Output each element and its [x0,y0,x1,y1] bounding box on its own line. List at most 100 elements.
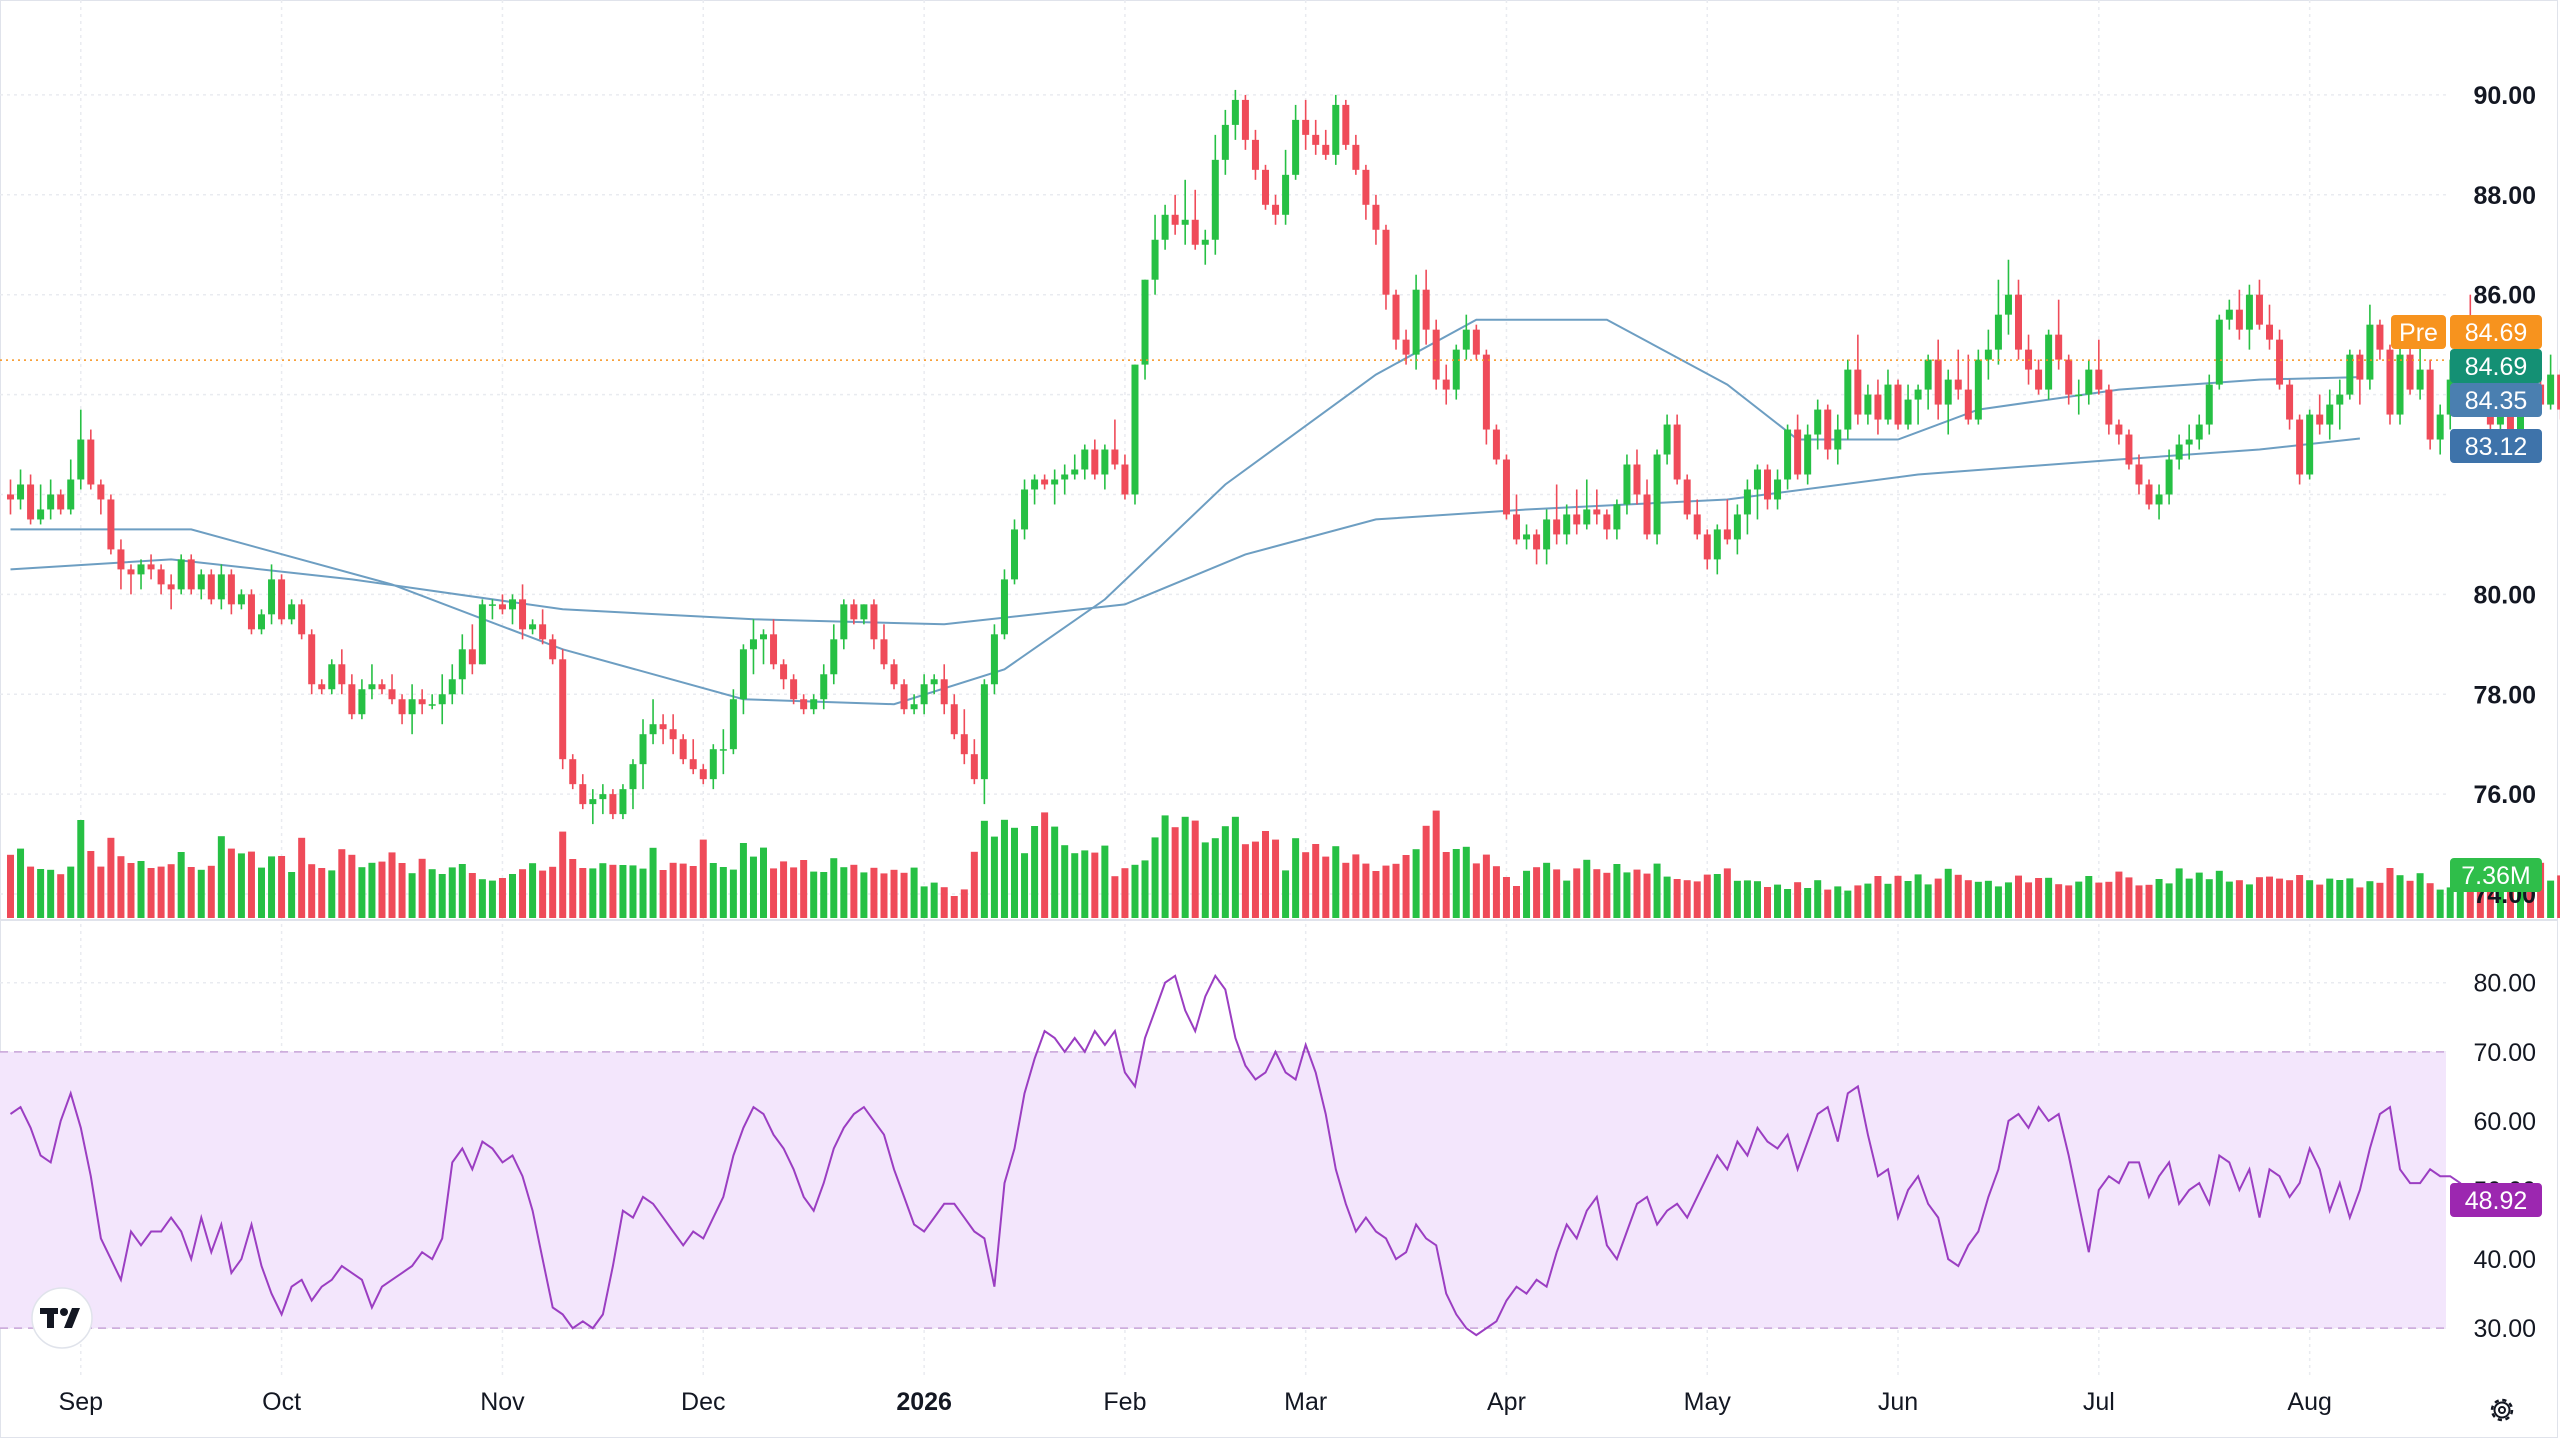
candle [318,679,326,695]
volume-bar [258,867,265,918]
candle [780,659,788,690]
time-axis[interactable]: Sep Oct Nov Dec 2026 Feb Mar Apr May Jun Jul Aug [59,1388,2332,1416]
volume-bar [1161,815,1169,918]
candle [1864,384,1872,425]
candle [408,684,416,735]
volume-bar [1392,863,1400,918]
volume-bar [278,856,286,918]
price-tick-label: 86.00 [2473,282,2536,310]
volume-bar [1834,886,1842,918]
candle [1764,464,1771,510]
price-badges: Pre 84.69 84.69 84.35 83.12 7.36M 48.92 [2391,315,2542,1217]
volume-bar [298,837,306,918]
time-tick-label: Jun [1878,1388,1918,1416]
settings-gear-icon[interactable] [2490,1398,2514,1422]
volume-bar [1703,874,1711,918]
candle-body [569,759,577,785]
volume-bar [729,869,737,918]
volume-bar [97,866,105,918]
candle [2366,304,2374,390]
candle-body [1442,379,1450,390]
time-tick-label: Sep [59,1388,103,1416]
volume-bar [2115,871,2123,918]
volume-bar [1934,878,1942,918]
volume-bar [1191,820,1199,918]
volume-bar [348,854,356,918]
volume-badge-bg [2450,858,2542,892]
volume-bar [2396,875,2404,918]
candle [1533,529,1541,565]
candle [247,589,255,635]
candle [1663,414,1671,465]
candle-body [227,574,235,605]
candle [1071,454,1079,480]
volume-bar [328,870,336,918]
candle-body [2225,309,2233,320]
candle-body [2065,359,2073,395]
candle-body [2266,324,2273,340]
candle [940,664,948,715]
candle [1553,484,1561,545]
volume-bar [870,867,878,918]
candle-body [589,799,597,805]
volume-bar [1000,819,1008,918]
candle [709,744,717,790]
volume-bar [790,867,798,918]
time-tick-label: Dec [681,1388,725,1416]
volume-bar [2496,878,2504,918]
volume-bar [579,868,587,918]
volume-bar [950,896,958,918]
volume-bar [1372,871,1380,918]
candle [990,624,998,695]
candle [498,594,506,615]
candle [117,539,125,590]
volume-bar [2557,875,2560,918]
tradingview-logo-icon[interactable] [31,1287,93,1349]
volume-bar [167,864,175,918]
candle [177,554,185,595]
volume-bar [1171,827,1179,918]
candle-body [1021,489,1029,530]
candle [1472,324,1480,360]
candle-body [1101,449,1109,475]
candle [649,699,657,745]
volume-bar [880,873,888,918]
volume-bar [177,852,185,918]
volume-bar [1031,826,1039,918]
candle-body [1834,429,1842,450]
volume-bar [2155,879,2163,918]
volume-bar [2105,881,2113,918]
volume-bar [1764,887,1771,918]
candle-body [1753,469,1761,490]
volume-bar [2215,870,2223,918]
volume-bar [1121,868,1129,918]
candle [539,609,547,645]
candle-body [2506,399,2514,440]
volume-bar [1673,879,1681,918]
candle-body [549,639,557,660]
candle [1061,464,1069,495]
volume-bar [1573,868,1581,918]
candle-body [1553,519,1561,535]
volume-bar [57,874,65,918]
candle [1362,164,1370,220]
candle [1282,149,1290,225]
time-tick-label: Apr [1487,1388,1526,1416]
candle-body [2276,339,2284,385]
candle [2095,339,2103,395]
candle-body [1322,144,1330,155]
candle [2185,424,2193,460]
candle-body [197,574,205,590]
rsi-tick-label: 80.00 [2473,970,2536,998]
ma-slow-badge-bg [2450,429,2542,463]
candle [1743,479,1751,535]
candle-body [1874,394,1882,420]
volume-bars [7,810,2560,918]
candle [2396,344,2404,425]
volume-bar [288,872,296,918]
candle [1563,504,1571,545]
candle [1352,134,1360,175]
